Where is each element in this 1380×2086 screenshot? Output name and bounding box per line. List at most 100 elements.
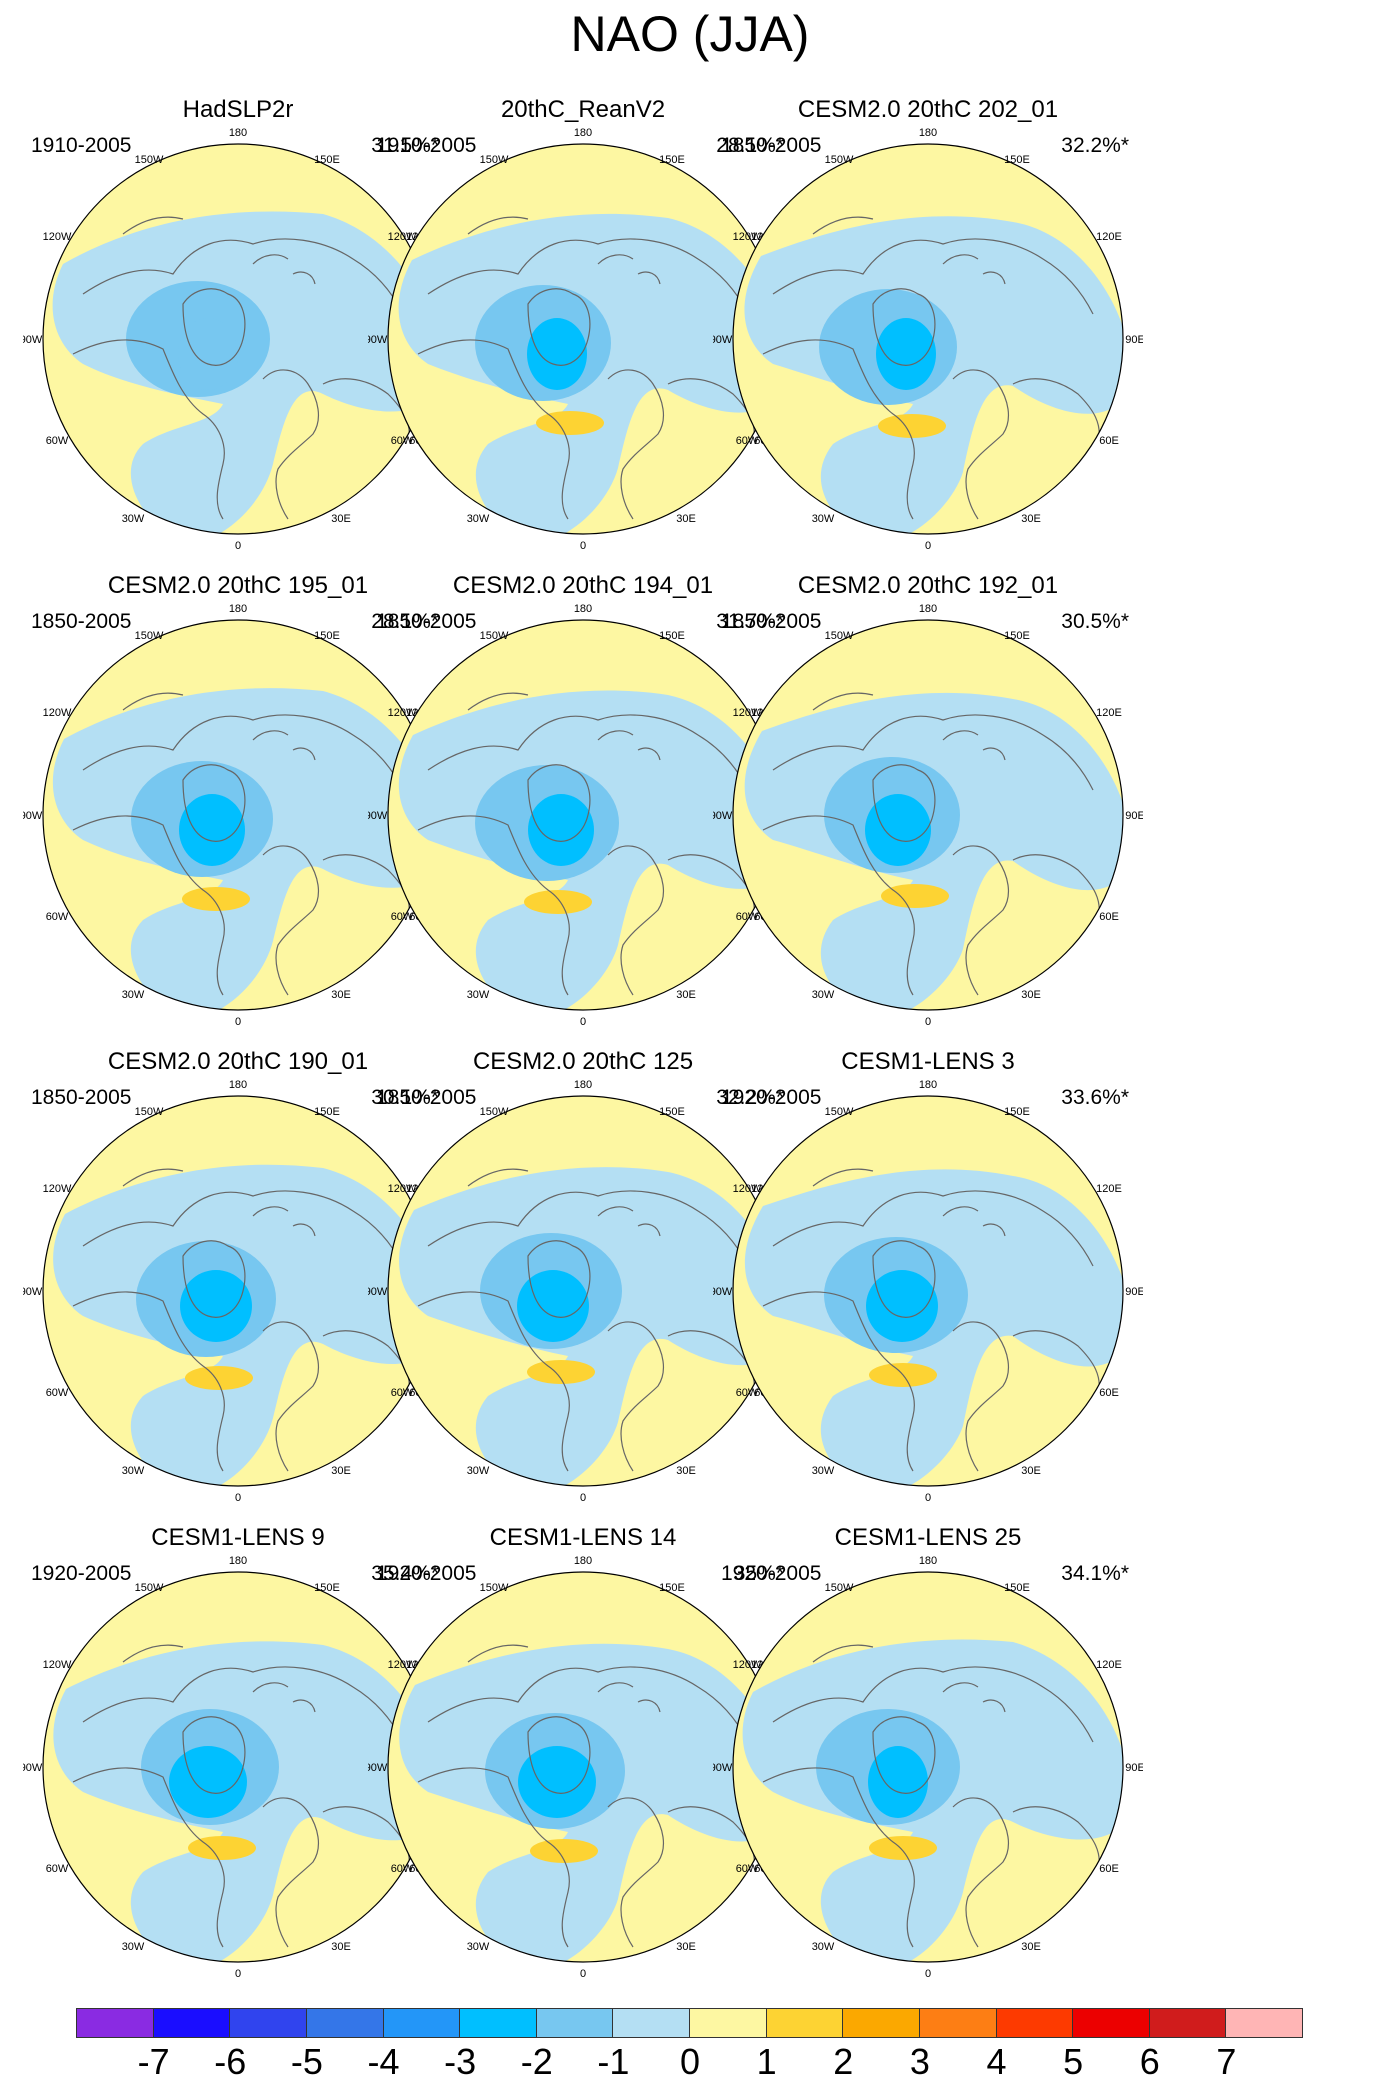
lon-label-120e: 120E	[1096, 231, 1122, 243]
coastline-2	[762, 815, 915, 996]
lon-label-180: 180	[574, 1555, 592, 1567]
lon-label-120w: 120W	[43, 1659, 72, 1671]
panel-title: CESM1-LENS 9	[151, 1524, 325, 1551]
coastline-6	[597, 254, 661, 285]
panel-variance: 33.6%*	[1061, 1086, 1129, 1109]
lon-label-150w: 150W	[825, 154, 854, 166]
map-field	[388, 620, 778, 1010]
panel-variance: 35%*	[733, 1562, 784, 1585]
lon-label-180: 180	[919, 603, 937, 615]
colorbar-label: -6	[214, 2041, 247, 2082]
lon-label-60w: 60W	[391, 911, 414, 923]
colorbar-label: 2	[833, 2041, 854, 2082]
panel-period: 1850-2005	[721, 610, 822, 633]
lon-label-180: 180	[229, 127, 247, 139]
map-panel-11: CESM1-LENS 14 1920-2005 35%* 180 0 150W …	[368, 1524, 798, 1984]
colorbar-label: 5	[1063, 2041, 1084, 2082]
lon-label-180: 180	[229, 603, 247, 615]
lon-label-60w: 60W	[736, 911, 759, 923]
coastline-3	[872, 1716, 936, 1794]
lon-label-150e: 150E	[1004, 154, 1030, 166]
map-border	[732, 1095, 1124, 1487]
lon-label-150e: 150E	[1004, 630, 1030, 642]
lon-label-120w: 120W	[388, 231, 417, 243]
map-panel-1: HadSLP2r 1910-2005 31.5%* 180 0 150W 150…	[23, 96, 453, 556]
field-positive-moderate	[878, 414, 946, 438]
lon-label-60w: 60W	[46, 1387, 69, 1399]
lon-label-120w: 120W	[733, 707, 762, 719]
lon-label-90w: 90W	[23, 810, 43, 822]
colorbar-label: -4	[367, 2041, 400, 2082]
polar-map: 180 0 150W 150E 120W 120E 90W 90E 60W 60…	[368, 1079, 798, 1504]
coastline-6	[597, 1682, 661, 1713]
lon-label-60e: 60E	[1099, 1387, 1119, 1399]
colorbar-swatch	[152, 2008, 231, 2038]
colorbar-swatch	[765, 2008, 844, 2038]
coastline-6	[252, 730, 316, 761]
map-panel-8: CESM2.0 20thC 125 1850-2005 32.2%* 180 0…	[368, 1048, 798, 1508]
coastline-6	[942, 254, 1006, 285]
coastline-5	[1012, 854, 1100, 921]
colorbar-label: -7	[137, 2041, 170, 2082]
coastline-4	[262, 1321, 320, 1472]
lon-label-150w: 150W	[825, 1582, 854, 1594]
coastline-1	[82, 714, 404, 791]
lon-label-180: 180	[229, 1555, 247, 1567]
lon-label-90e: 90E	[1125, 1762, 1143, 1774]
coastline-2	[762, 339, 915, 520]
lon-label-30e: 30E	[1021, 513, 1041, 525]
panel-period: 1850-2005	[31, 610, 132, 633]
coastline-6	[942, 1682, 1006, 1713]
lon-label-90w: 90W	[368, 1762, 388, 1774]
colorbar-label: 7	[1216, 2041, 1237, 2082]
map-border	[732, 619, 1124, 1011]
panel-variance: 31.7%*	[716, 610, 784, 633]
coastline-3	[527, 764, 591, 842]
coastline-6	[252, 1682, 316, 1713]
colorbar-label: -5	[290, 2041, 323, 2082]
lon-label-30w: 30W	[467, 1941, 490, 1953]
lon-label-150e: 150E	[659, 630, 685, 642]
figure-title: NAO (JJA)	[570, 6, 810, 62]
coastline-7	[812, 1168, 874, 1187]
coastline-6	[252, 1206, 316, 1237]
map-panel-2: 20thC_ReanV2 1910-2005 28.1%* 180 0 150W…	[368, 96, 798, 556]
lon-label-150e: 150E	[314, 154, 340, 166]
map-field	[388, 1572, 778, 1962]
lon-label-120w: 120W	[43, 1183, 72, 1195]
colorbar-label: -1	[597, 2041, 630, 2082]
coastline-1	[427, 1666, 749, 1743]
coastline-6	[942, 1206, 1006, 1237]
lon-label-90e: 90E	[1125, 334, 1143, 346]
coastline-3	[182, 764, 246, 842]
colorbar-label: 1	[756, 2041, 777, 2082]
polar-map: 180 0 150W 150E 120W 120E 90W 90E 60W 60…	[23, 603, 453, 1028]
coastline-7	[122, 1168, 184, 1187]
lon-label-30e: 30E	[331, 1941, 351, 1953]
lon-label-60e: 60E	[1099, 435, 1119, 447]
colorbar-swatch	[1148, 2008, 1227, 2038]
lon-label-150w: 150W	[480, 1582, 509, 1594]
map-border	[732, 1571, 1124, 1963]
polar-map: 180 0 150W 150E 120W 120E 90W 90E 60W 60…	[713, 127, 1143, 552]
panel-period: 1850-2005	[376, 610, 477, 633]
coastline-2	[72, 339, 225, 520]
coastline-2	[762, 1767, 915, 1948]
lon-label-30e: 30E	[331, 1465, 351, 1477]
lon-label-60w: 60W	[391, 435, 414, 447]
lon-label-30e: 30E	[331, 513, 351, 525]
lon-label-120w: 120W	[388, 1183, 417, 1195]
panel-variance: 28.1%*	[371, 610, 439, 633]
coastline-7	[467, 692, 529, 711]
field-negative-strong	[179, 794, 245, 866]
coastline-6	[597, 1206, 661, 1237]
coastline-4	[262, 369, 320, 520]
coastline-7	[467, 1168, 529, 1187]
lon-label-120w: 120W	[388, 707, 417, 719]
lon-label-30w: 30W	[122, 513, 145, 525]
colorbar-swatch	[1225, 2008, 1303, 2038]
lon-label-60w: 60W	[46, 911, 69, 923]
coastline-7	[812, 1644, 874, 1663]
map-field	[43, 1096, 433, 1486]
field-positive-moderate	[185, 1366, 253, 1390]
